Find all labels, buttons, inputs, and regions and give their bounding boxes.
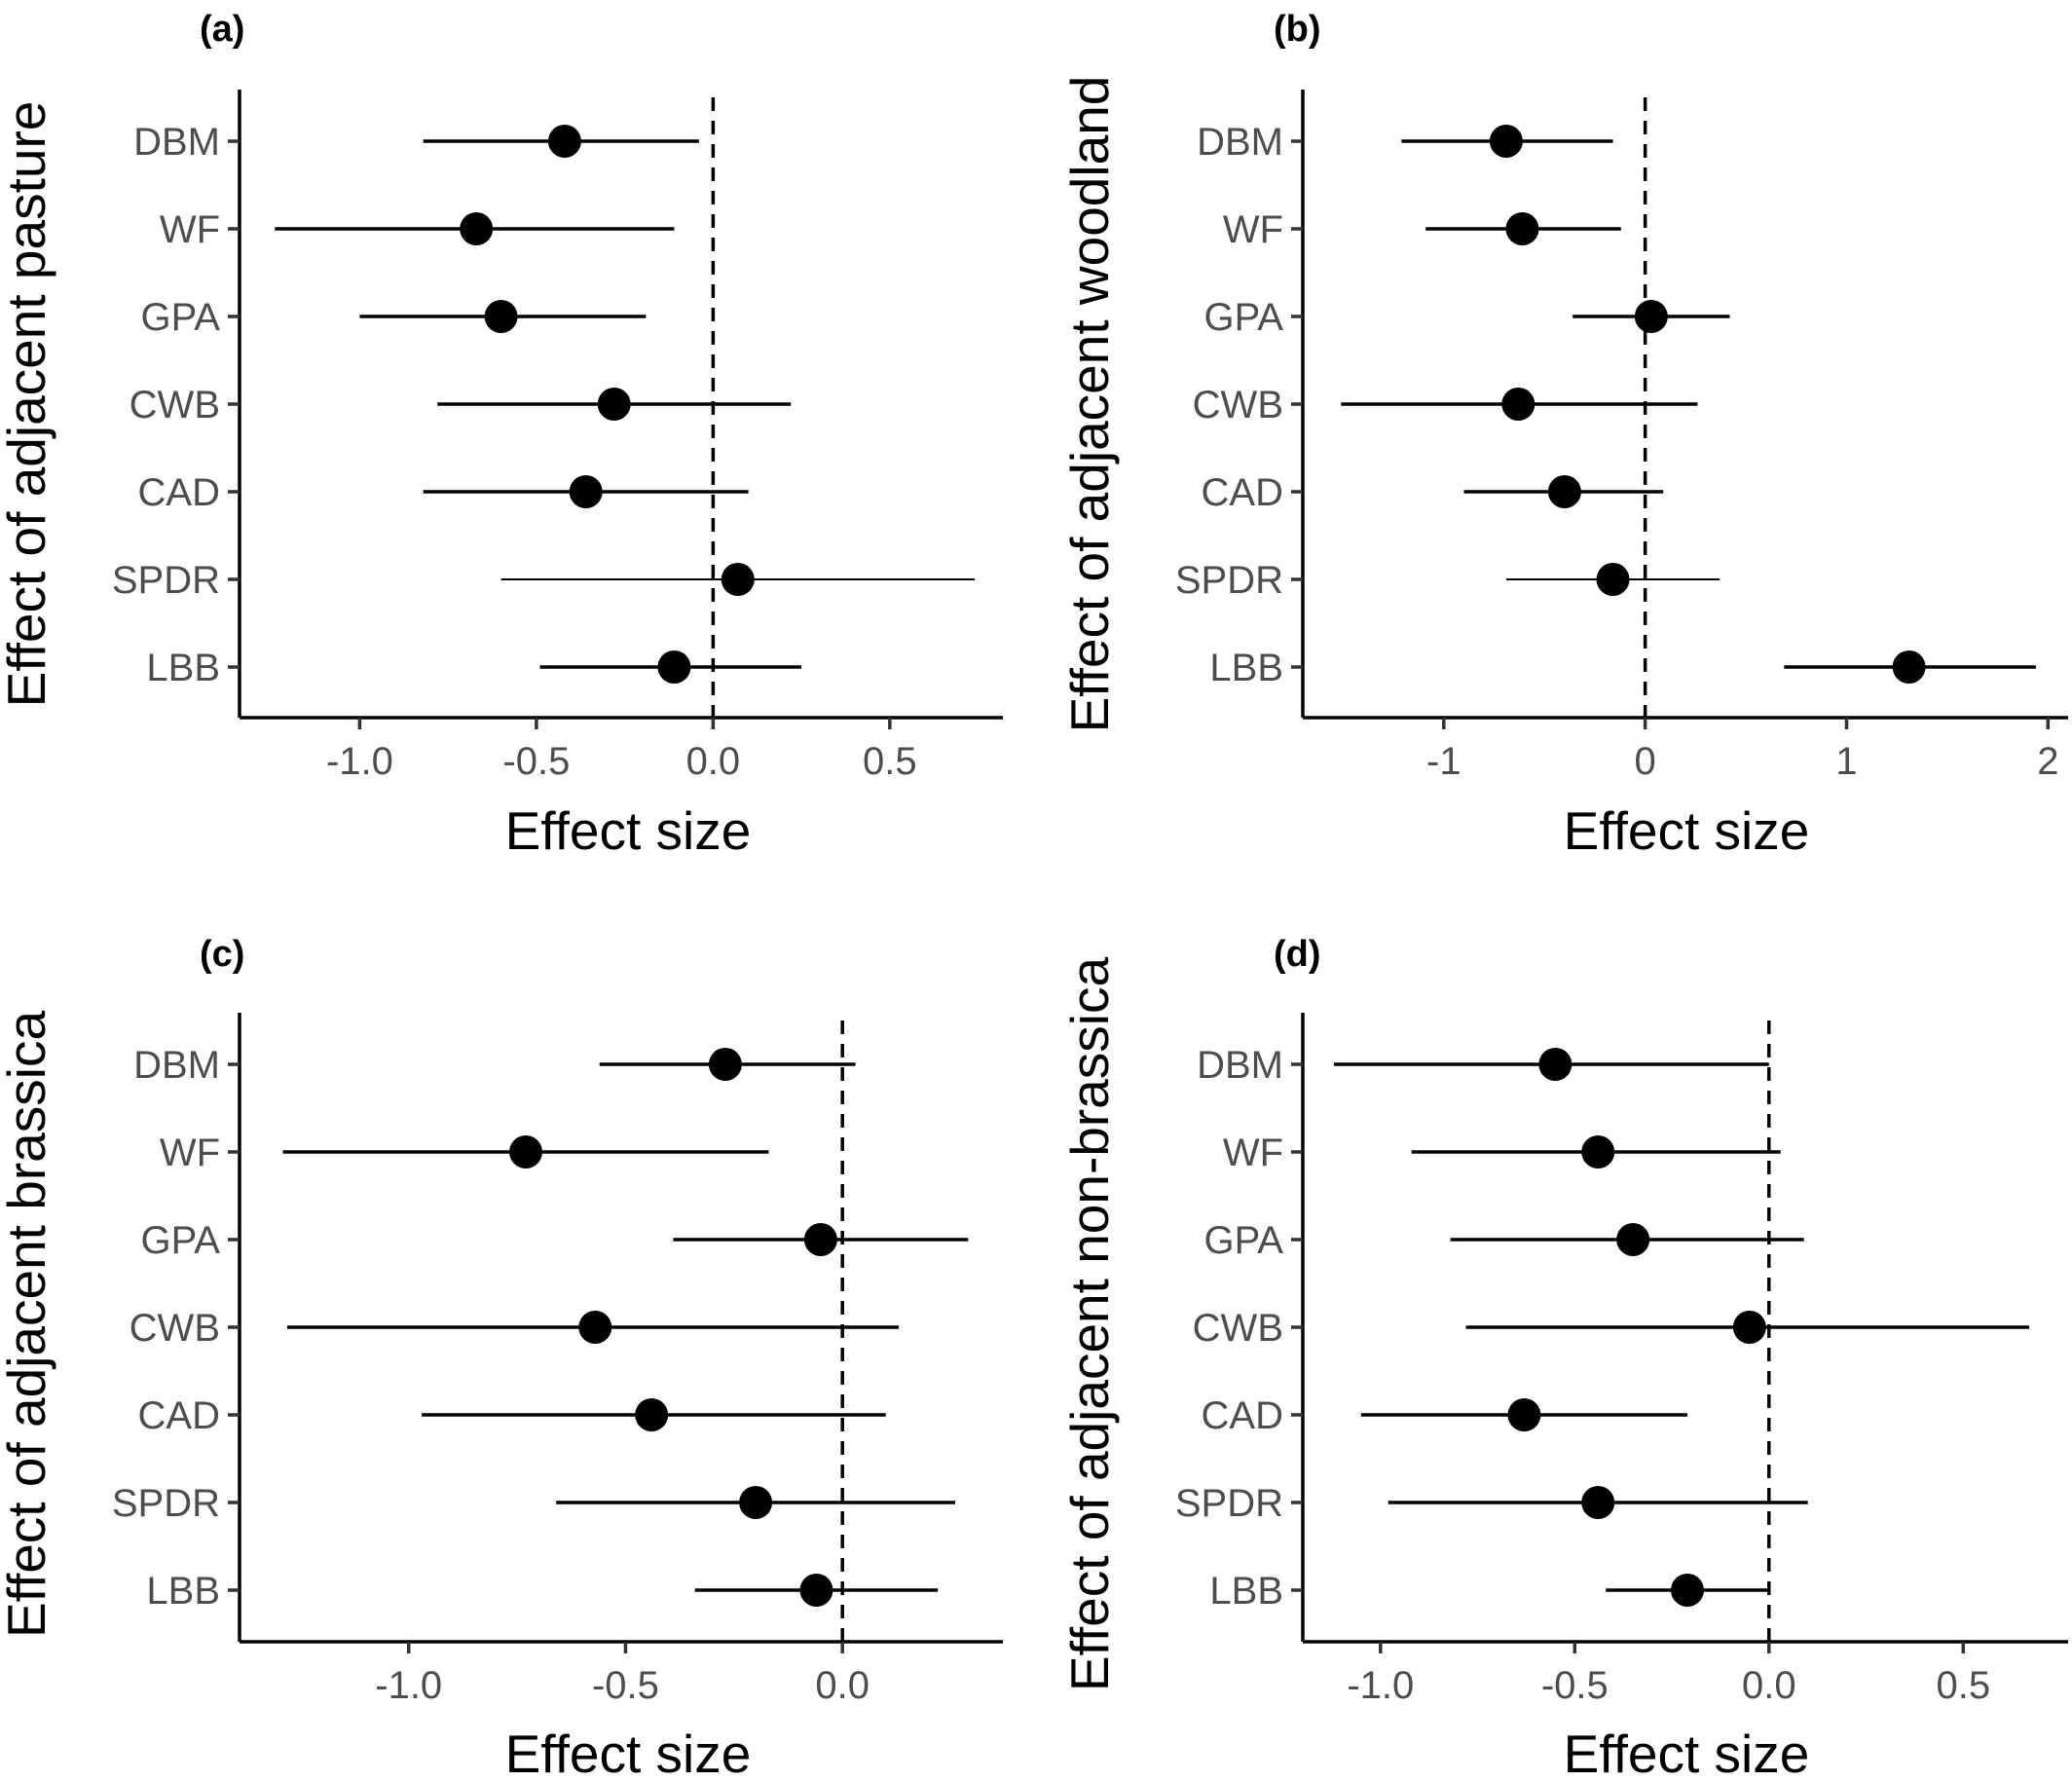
y-tick-label-cad: CAD <box>138 1394 220 1437</box>
y-tick-label-dbm: DBM <box>1197 121 1283 164</box>
estimate-point-wf <box>1581 1135 1615 1169</box>
x-tick-label: 2 <box>2037 740 2058 783</box>
estimate-point-dbm <box>547 125 581 158</box>
panel-b: (b) Effect of adjacent woodland Effect s… <box>1059 9 2068 861</box>
estimate-point-dbm <box>708 1048 742 1081</box>
y-tick-label-cwb: CWB <box>130 384 220 427</box>
x-tick-label: -1.0 <box>375 1664 442 1707</box>
estimate-point-gpa <box>484 300 518 333</box>
y-tick-label-gpa: GPA <box>140 1219 220 1262</box>
y-tick-label-cad: CAD <box>1202 1394 1283 1437</box>
panel-tag: (b) <box>1274 9 1321 50</box>
y-axis-title: Effect of adjacent pasture <box>0 101 56 708</box>
estimate-point-wf <box>509 1135 542 1169</box>
y-tick-label-gpa: GPA <box>1203 1219 1283 1262</box>
y-tick-label-cwb: CWB <box>1193 1307 1283 1350</box>
estimate-point-lbb <box>1670 1574 1704 1607</box>
x-tick-label: -0.5 <box>592 1664 659 1707</box>
estimate-point-spdr <box>721 563 755 596</box>
y-tick-label-dbm: DBM <box>133 121 220 164</box>
estimate-point-cad <box>635 1398 669 1431</box>
y-tick-label-cad: CAD <box>1202 471 1283 514</box>
y-tick-label-lbb: LBB <box>1209 647 1283 689</box>
x-tick-label: 0.5 <box>1936 1664 1990 1707</box>
estimate-point-cwb <box>578 1311 612 1344</box>
y-tick-label-wf: WF <box>1223 208 1283 251</box>
x-axis-title: Effect size <box>505 1724 752 1781</box>
x-tick-label: -0.5 <box>502 740 570 783</box>
x-axis-title: Effect size <box>1564 1724 1810 1781</box>
y-tick-label-cad: CAD <box>138 471 220 514</box>
panel-d: (d) Effect of adjacent non-brassica Effe… <box>1059 934 2068 1781</box>
plot-area: -1.0 -0.5 0.0 0.5 DBM WF GPA CWB CAD SPDR LBB <box>112 90 1003 783</box>
y-tick-label-cwb: CWB <box>130 1307 220 1350</box>
plot-area: -1.0 -0.5 0.0 0.5 DBM WF GPA CWB CAD SPDR LBB <box>1175 1013 2068 1707</box>
y-tick-label-dbm: DBM <box>1197 1044 1283 1087</box>
x-axis-title: Effect size <box>1564 800 1810 861</box>
estimate-point-cad <box>569 475 603 508</box>
y-tick-label-wf: WF <box>160 208 220 251</box>
y-tick-label-wf: WF <box>1223 1132 1283 1174</box>
x-axis-title: Effect size <box>505 800 752 861</box>
x-tick-label: -1 <box>1426 740 1462 783</box>
y-tick-label-gpa: GPA <box>140 296 220 339</box>
x-tick-label: -1.0 <box>326 740 393 783</box>
estimate-point-dbm <box>1489 125 1523 158</box>
x-tick-label: 0.0 <box>686 740 741 783</box>
x-tick-label: 0.5 <box>863 740 917 783</box>
panel-tag: (a) <box>200 9 244 50</box>
y-tick-label-spdr: SPDR <box>112 1482 220 1525</box>
estimate-point-cwb <box>1732 1311 1766 1344</box>
estimate-point-gpa <box>1616 1223 1650 1256</box>
y-tick-label-lbb: LBB <box>146 647 220 689</box>
estimate-point-cwb <box>597 388 631 421</box>
y-tick-label-cwb: CWB <box>1193 384 1283 427</box>
estimate-point-cad <box>1547 475 1581 508</box>
estimate-point-spdr <box>1596 563 1630 596</box>
panel-tag: (c) <box>200 934 244 975</box>
estimate-point-gpa <box>803 1223 837 1256</box>
x-tick-label: 1 <box>1835 740 1857 783</box>
estimate-point-wf <box>460 212 494 245</box>
x-tick-label: -1.0 <box>1347 1664 1414 1707</box>
estimate-point-cad <box>1507 1398 1541 1431</box>
x-tick-label: 0 <box>1635 740 1656 783</box>
estimate-point-gpa <box>1634 300 1668 333</box>
y-tick-label-spdr: SPDR <box>1175 1482 1283 1525</box>
y-tick-label-lbb: LBB <box>1209 1570 1283 1613</box>
y-tick-label-spdr: SPDR <box>112 559 220 602</box>
estimate-point-dbm <box>1538 1048 1572 1081</box>
y-tick-label-dbm: DBM <box>133 1044 220 1087</box>
estimate-point-wf <box>1505 212 1539 245</box>
x-tick-label: -0.5 <box>1541 1664 1609 1707</box>
y-tick-label-spdr: SPDR <box>1175 559 1283 602</box>
panel-c: (c) Effect of adjacent brassica Effect s… <box>0 934 1003 1781</box>
x-tick-label: 0.0 <box>1742 1664 1796 1707</box>
x-tick-label: 0.0 <box>815 1664 870 1707</box>
estimate-point-spdr <box>739 1486 773 1519</box>
estimate-point-spdr <box>1581 1486 1615 1519</box>
y-tick-label-gpa: GPA <box>1203 296 1283 339</box>
y-tick-label-lbb: LBB <box>146 1570 220 1613</box>
y-axis-title: Effect of adjacent non-brassica <box>1059 957 1120 1692</box>
estimate-point-lbb <box>799 1574 833 1607</box>
panel-a: (a) Effect of adjacent pasture Effect si… <box>0 9 1003 861</box>
estimate-point-lbb <box>657 650 691 684</box>
y-axis-title: Effect of adjacent brassica <box>0 1011 56 1638</box>
y-axis-title: Effect of adjacent woodland <box>1059 76 1120 733</box>
plot-area: -1.0 -0.5 0.0 DBM WF GPA CWB CAD SPDR LBB <box>112 1013 1003 1707</box>
plot-area: -1 0 1 2 DBM WF GPA CWB CAD SPDR LBB <box>1175 90 2068 783</box>
estimate-point-cwb <box>1501 388 1536 421</box>
y-tick-label-wf: WF <box>160 1132 220 1174</box>
panel-tag: (d) <box>1274 934 1321 975</box>
estimate-point-lbb <box>1892 650 1926 684</box>
